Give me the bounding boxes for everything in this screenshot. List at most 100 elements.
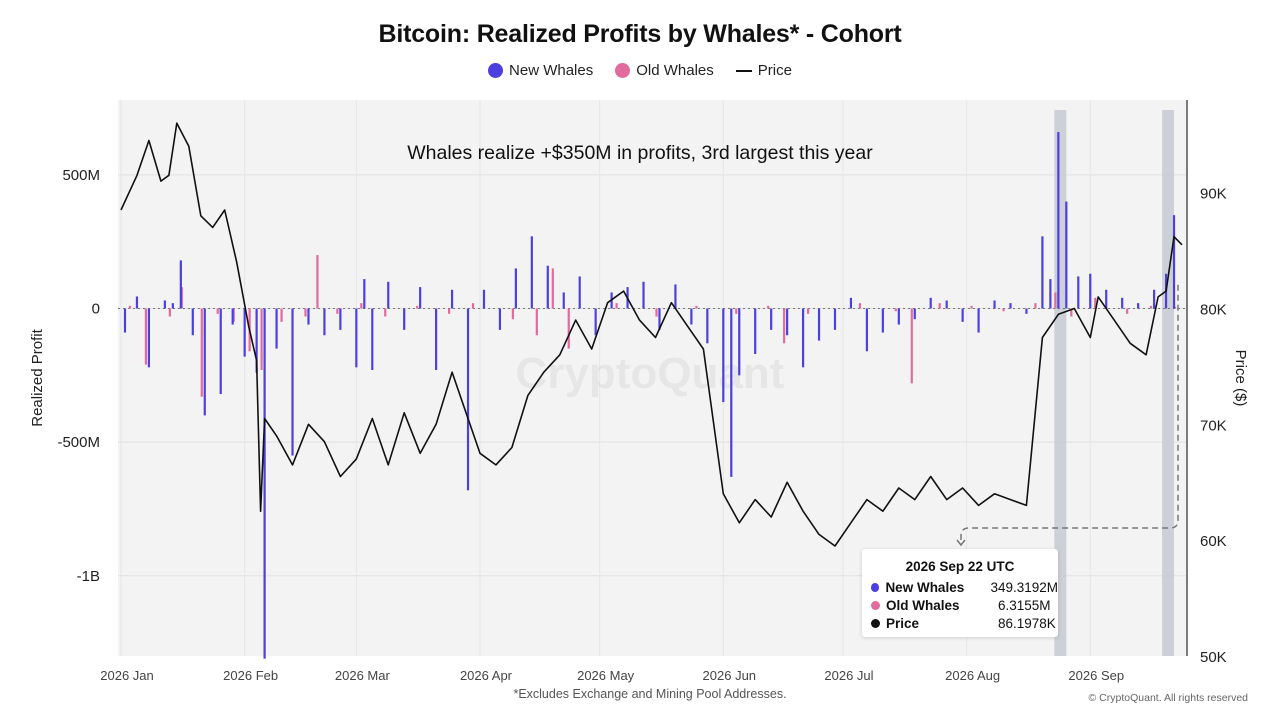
old-whales-bar: [1126, 308, 1129, 314]
x-tick-label: 2026 Sep: [1068, 668, 1124, 683]
old-whales-bar: [260, 308, 263, 370]
legend-swatch-new-whales: [488, 63, 504, 78]
old-whales-bar: [144, 308, 148, 365]
new-whales-bar: [881, 308, 884, 333]
new-whales-bar: [929, 297, 932, 309]
new-whales-bar: [530, 236, 533, 309]
new-whales-bar: [1105, 289, 1108, 309]
new-whales-bar: [419, 287, 422, 309]
new-whales-bar: [135, 296, 139, 309]
highlight-band: [1054, 110, 1067, 656]
tooltip-value-price: 86.1978K: [998, 615, 1056, 631]
tooltip-label-price: Price: [886, 615, 920, 631]
new-whales-bar: [1137, 303, 1140, 309]
right-tick-label: 90K: [1200, 186, 1227, 203]
left-axis-ticks: 500M 0 -500M -1B: [57, 167, 100, 585]
new-whales-bar: [435, 308, 438, 370]
new-whales-bar: [1172, 215, 1176, 309]
legend-label-new-whales: New Whales: [509, 62, 594, 79]
new-whales-bar: [594, 308, 597, 336]
new-whales-bar: [263, 308, 266, 659]
new-whales-bar: [371, 308, 374, 370]
new-whales-bar: [562, 292, 565, 309]
new-whales-bar: [123, 308, 127, 333]
old-whales-bar: [1054, 292, 1057, 309]
old-whales-bar: [767, 305, 770, 309]
right-axis-ticks: 90K 80K 70K 60K 50K: [1200, 186, 1227, 666]
highlight-bands: [1054, 110, 1175, 656]
new-whales-bar: [1025, 308, 1028, 314]
new-whales-bar: [977, 308, 980, 333]
new-whales-bar: [231, 308, 234, 325]
new-whales-bar: [307, 308, 310, 325]
legend-item-new-whales[interactable]: New Whales: [488, 62, 593, 79]
left-tick-label: 500M: [62, 167, 100, 184]
x-tick-label: 2026 Jul: [824, 668, 873, 683]
new-whales-bar: [993, 300, 996, 309]
x-tick-label: 2026 May: [577, 668, 635, 683]
new-whales-bar: [546, 265, 549, 309]
new-whales-bar: [690, 308, 693, 325]
old-whales-bar: [511, 308, 514, 320]
legend-swatch-old-whales: [615, 63, 631, 78]
old-whales-bar: [783, 308, 786, 344]
old-whales-bar: [1094, 297, 1097, 309]
watermark: CryptoQuant: [516, 349, 785, 398]
left-tick-label: -500M: [57, 434, 100, 451]
new-whales-bar: [1057, 132, 1060, 309]
new-whales-bar: [498, 308, 502, 330]
new-whales-bar: [722, 308, 725, 403]
new-whales-bar: [147, 308, 151, 368]
old-whales-bar: [471, 303, 475, 309]
new-whales-bar: [1041, 236, 1044, 309]
right-tick-label: 70K: [1200, 417, 1227, 434]
old-whales-bar: [416, 305, 419, 309]
new-whales-bar: [1009, 303, 1012, 309]
old-whales-bar: [316, 255, 319, 309]
right-tick-label: 50K: [1200, 649, 1227, 666]
tooltip: 2026 Sep 22 UTC New Whales 349.3192M Old…: [862, 549, 1058, 637]
old-whales-bar: [447, 308, 451, 314]
chart-title: Bitcoin: Realized Profits by Whales* - C…: [378, 20, 902, 48]
tooltip-value-new-whales: 349.3192M: [990, 579, 1058, 595]
new-whales-bar: [642, 281, 645, 309]
price-line: [120, 122, 1183, 547]
callout-arrowhead: [956, 539, 966, 547]
legend: New Whales Old Whales Price: [0, 62, 1280, 79]
new-whales-bar: [786, 308, 789, 336]
old-whales-bar: [535, 308, 538, 336]
x-tick-label: 2026 Apr: [460, 668, 513, 683]
new-whales-bar: [849, 297, 853, 309]
tooltip-label-new-whales: New Whales: [885, 579, 965, 595]
old-whales-bar: [168, 308, 171, 317]
new-whales-bar: [674, 284, 677, 309]
old-whales-bar: [970, 305, 973, 309]
old-whales-bar: [1070, 308, 1073, 317]
tooltip-row-new-whales: New Whales 349.3192M: [862, 578, 1058, 596]
legend-label-price: Price: [757, 62, 792, 79]
old-whales-bar: [1034, 303, 1037, 309]
new-whales-bar: [658, 308, 661, 330]
tooltip-row-old-whales: Old Whales 6.3155M: [862, 596, 1058, 614]
new-whales-bar: [403, 308, 406, 330]
right-tick-label: 60K: [1200, 533, 1227, 550]
new-whales-bar: [355, 308, 358, 368]
legend-item-old-whales[interactable]: Old Whales: [615, 62, 714, 79]
old-whales-bar: [280, 308, 283, 322]
legend-item-price[interactable]: Price: [735, 62, 792, 79]
old-whales-bar: [894, 308, 897, 312]
x-tick-label: 2026 Aug: [945, 668, 1000, 683]
new-whales-bar: [514, 268, 517, 309]
new-whales-bar: [945, 300, 948, 309]
old-whales-bar: [910, 308, 913, 384]
new-whales-bar: [865, 308, 868, 352]
new-whales-bar: [466, 308, 470, 491]
old-whales-bar: [806, 308, 810, 314]
new-whales-bar: [754, 308, 757, 354]
old-whales-bars: [128, 255, 1177, 397]
new-whales-bar: [730, 308, 733, 477]
new-whales-bar: [1152, 289, 1156, 309]
new-whales-bar: [770, 308, 773, 330]
old-whales-bar: [615, 303, 618, 309]
tooltip-row-price: Price 86.1978K: [862, 614, 1058, 632]
